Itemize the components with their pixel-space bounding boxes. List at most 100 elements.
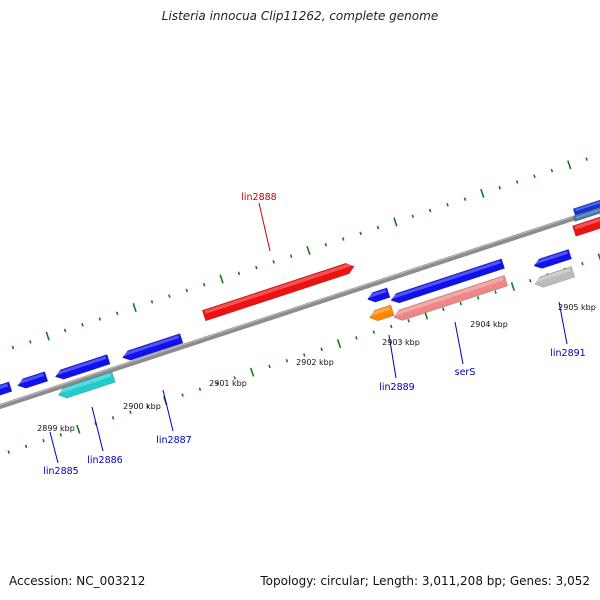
major-tick — [336, 339, 342, 349]
kbp-scale: 2899 kbp 2900 kbp 2901 kbp 2902 kbp 2903 kbp… — [37, 303, 596, 433]
minor-tick — [428, 208, 432, 213]
gene-arrow — [57, 371, 116, 399]
gene-features — [0, 196, 600, 399]
minor-tick — [359, 231, 362, 236]
minor-tick — [476, 296, 480, 300]
lin2888-label: lin2888 — [241, 192, 276, 203]
minor-tick — [376, 225, 380, 230]
accession-text: Accession: NC_003212 — [9, 574, 146, 588]
serS-leader-line — [454, 321, 464, 365]
minor-tick — [198, 387, 202, 392]
major-tick — [249, 367, 255, 377]
genome-summary-text: Topology: circular; Length: 3,011,208 bp… — [260, 574, 590, 588]
minor-tick — [255, 265, 258, 270]
lin2891-leader-line — [558, 301, 568, 345]
lin2885-leader-line — [49, 431, 59, 464]
minor-tick — [268, 364, 271, 369]
minor-tick — [29, 340, 32, 344]
minor-tick — [341, 237, 345, 241]
lin2885-arrow — [0, 381, 13, 397]
major-tick — [45, 331, 50, 341]
minor-tick — [463, 197, 467, 201]
minor-tick — [7, 450, 10, 454]
minor-tick — [389, 324, 393, 329]
genome-backbone — [0, 206, 600, 410]
lin2891-label: lin2891 — [550, 348, 585, 359]
major-tick — [132, 303, 137, 313]
minor-tick — [411, 214, 415, 219]
minor-tick — [372, 330, 376, 334]
minor-tick — [355, 336, 358, 340]
major-tick — [219, 274, 224, 284]
lin2889-label: lin2889 — [379, 382, 414, 393]
reverse-tick-row — [7, 253, 600, 454]
lin2887-label: lin2887 — [156, 435, 191, 446]
minor-tick — [289, 254, 293, 258]
minor-tick — [233, 376, 237, 380]
lin2891-arrow — [533, 248, 572, 269]
minor-tick — [550, 168, 554, 173]
minor-tick — [533, 174, 536, 179]
minor-tick — [237, 271, 241, 276]
minor-tick — [11, 345, 15, 350]
minor-tick — [442, 307, 445, 312]
lin2885-label: lin2885 — [43, 466, 78, 477]
minor-tick — [181, 393, 184, 397]
gene-arrow — [572, 213, 600, 237]
major-tick — [480, 188, 485, 198]
backbone-line — [0, 206, 600, 410]
minor-tick — [407, 318, 410, 323]
gene-arrow — [534, 266, 576, 288]
gene-arrow — [393, 274, 509, 321]
lin2889-leader-line — [388, 334, 397, 379]
lin2888-arrow — [201, 262, 355, 322]
minor-tick — [111, 416, 115, 420]
forward-tick-row — [11, 157, 588, 350]
minor-tick — [42, 438, 45, 443]
major-tick — [510, 281, 516, 292]
major-tick — [393, 217, 398, 227]
minor-tick — [320, 347, 323, 352]
minor-tick — [303, 353, 306, 357]
map-title: Listeria innocua Clip11262, complete gen… — [161, 9, 439, 23]
minor-tick — [324, 243, 328, 247]
major-tick — [76, 424, 81, 434]
minor-tick — [494, 290, 497, 294]
minor-tick — [529, 279, 532, 283]
gene-arrow — [17, 371, 49, 389]
minor-tick — [285, 358, 289, 363]
lin2887-leader-line — [162, 389, 174, 432]
minor-tick — [581, 261, 584, 266]
minor-tick — [146, 404, 150, 409]
minor-tick — [216, 381, 219, 386]
minor-tick — [585, 157, 588, 161]
minor-tick — [168, 294, 171, 298]
minor-tick — [81, 322, 84, 327]
lin2886-arrow — [54, 354, 111, 380]
minor-tick — [59, 433, 63, 437]
minor-tick — [24, 444, 28, 449]
gene-arrow — [572, 196, 600, 216]
gene-arrow — [369, 304, 395, 322]
minor-tick — [498, 185, 501, 190]
minor-tick — [202, 282, 206, 287]
kbp-label: 2904 kbp — [470, 320, 508, 329]
kbp-label: 2901 kbp — [209, 379, 247, 388]
kbp-label: 2900 kbp — [123, 402, 161, 411]
minor-tick — [515, 180, 519, 184]
minor-tick — [459, 301, 463, 306]
lin2887-arrow — [122, 333, 184, 361]
major-tick — [306, 245, 311, 256]
minor-tick — [272, 260, 275, 264]
major-tick — [567, 160, 572, 170]
minor-tick — [98, 317, 102, 321]
lin2889-arrow — [367, 287, 391, 303]
minor-tick — [150, 300, 154, 304]
kbp-label: 2903 kbp — [382, 338, 420, 347]
serS-arrow — [390, 258, 505, 304]
minor-tick — [115, 311, 119, 316]
kbp-label: 2902 kbp — [296, 358, 334, 367]
minor-tick — [129, 410, 132, 414]
gene-arrow — [572, 204, 600, 222]
